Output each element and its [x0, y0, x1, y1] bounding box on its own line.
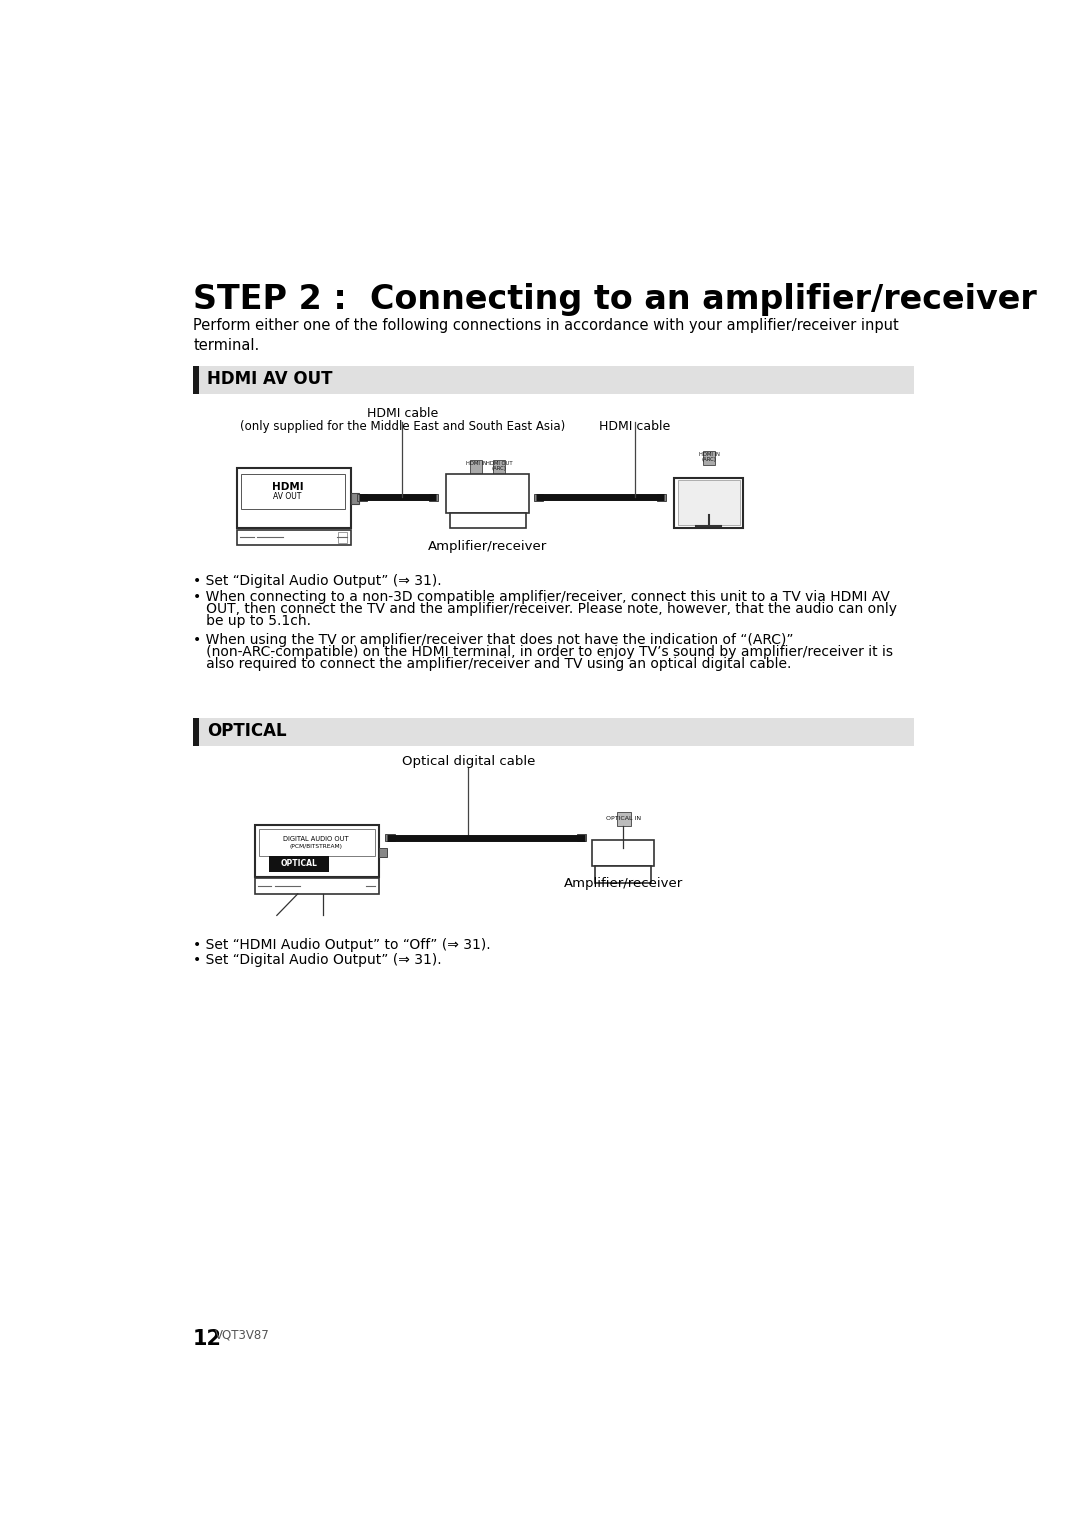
FancyBboxPatch shape — [357, 493, 367, 502]
FancyBboxPatch shape — [386, 833, 394, 841]
FancyBboxPatch shape — [577, 833, 586, 841]
FancyBboxPatch shape — [470, 461, 482, 475]
Text: HDMI OUT: HDMI OUT — [486, 461, 513, 465]
Text: DIGITAL AUDIO OUT: DIGITAL AUDIO OUT — [283, 836, 349, 842]
FancyBboxPatch shape — [351, 493, 359, 504]
Text: HDMI cable: HDMI cable — [367, 407, 438, 420]
Text: HDMI IN: HDMI IN — [699, 452, 719, 456]
Text: VQT3V87: VQT3V87 — [215, 1329, 270, 1341]
FancyBboxPatch shape — [494, 461, 505, 475]
Text: • When connecting to a non-3D compatible amplifier/receiver, connect this unit t: • When connecting to a non-3D compatible… — [193, 589, 890, 604]
Text: (only supplied for the Middle East and South East Asia): (only supplied for the Middle East and S… — [240, 420, 565, 432]
FancyBboxPatch shape — [193, 719, 199, 746]
FancyBboxPatch shape — [269, 856, 328, 871]
Text: HDMI IN: HDMI IN — [465, 461, 486, 465]
Text: Amplifier/receiver: Amplifier/receiver — [564, 877, 683, 890]
FancyBboxPatch shape — [657, 493, 666, 502]
Text: 12: 12 — [193, 1329, 222, 1349]
FancyBboxPatch shape — [379, 848, 387, 858]
FancyBboxPatch shape — [617, 812, 631, 826]
Text: OUT, then connect the TV and the amplifier/receiver. Please note, however, that : OUT, then connect the TV and the amplifi… — [193, 601, 897, 617]
FancyBboxPatch shape — [193, 366, 914, 394]
FancyBboxPatch shape — [255, 824, 379, 877]
FancyBboxPatch shape — [592, 841, 654, 867]
Text: • Set “Digital Audio Output” (⇒ 31).: • Set “Digital Audio Output” (⇒ 31). — [193, 954, 442, 967]
FancyBboxPatch shape — [535, 493, 543, 502]
FancyBboxPatch shape — [703, 452, 715, 465]
FancyBboxPatch shape — [595, 867, 651, 884]
FancyBboxPatch shape — [449, 513, 526, 528]
Text: be up to 5.1ch.: be up to 5.1ch. — [193, 615, 311, 629]
FancyBboxPatch shape — [259, 829, 375, 856]
FancyBboxPatch shape — [446, 475, 529, 513]
FancyBboxPatch shape — [237, 530, 351, 545]
Text: OPTICAL IN: OPTICAL IN — [607, 816, 642, 821]
Text: (ARC): (ARC) — [491, 467, 507, 472]
Text: OPTICAL: OPTICAL — [207, 722, 286, 740]
Text: (PCM/BITSTREAM): (PCM/BITSTREAM) — [289, 844, 342, 850]
FancyBboxPatch shape — [429, 493, 438, 502]
Text: OPTICAL: OPTICAL — [281, 859, 318, 868]
Text: Perform either one of the following connections in accordance with your amplifie: Perform either one of the following conn… — [193, 317, 899, 354]
Text: • When using the TV or amplifier/receiver that does not have the indication of “: • When using the TV or amplifier/receive… — [193, 633, 794, 647]
FancyBboxPatch shape — [674, 478, 743, 528]
Text: (non-ARC-compatible) on the HDMI terminal, in order to enjoy TV’s sound by ampli: (non-ARC-compatible) on the HDMI termina… — [193, 645, 893, 659]
Text: HDMI: HDMI — [272, 482, 303, 493]
FancyBboxPatch shape — [193, 366, 199, 394]
Text: AV OUT: AV OUT — [273, 493, 302, 502]
Text: (ARC): (ARC) — [702, 458, 717, 462]
Text: HDMI AV OUT: HDMI AV OUT — [207, 371, 333, 388]
Text: • Set “Digital Audio Output” (⇒ 31).: • Set “Digital Audio Output” (⇒ 31). — [193, 574, 442, 589]
FancyBboxPatch shape — [241, 475, 345, 510]
FancyBboxPatch shape — [338, 533, 347, 543]
FancyBboxPatch shape — [237, 468, 351, 528]
Text: STEP 2 :  Connecting to an amplifier/receiver: STEP 2 : Connecting to an amplifier/rece… — [193, 284, 1037, 316]
Text: Amplifier/receiver: Amplifier/receiver — [428, 540, 548, 554]
Text: HDMI cable: HDMI cable — [599, 420, 671, 432]
FancyBboxPatch shape — [193, 719, 914, 746]
FancyBboxPatch shape — [677, 479, 740, 525]
FancyBboxPatch shape — [255, 879, 379, 894]
Text: Optical digital cable: Optical digital cable — [402, 755, 535, 768]
Text: also required to connect the amplifier/receiver and TV using an optical digital : also required to connect the amplifier/r… — [193, 658, 792, 671]
Text: • Set “HDMI Audio Output” to “Off” (⇒ 31).: • Set “HDMI Audio Output” to “Off” (⇒ 31… — [193, 937, 490, 952]
